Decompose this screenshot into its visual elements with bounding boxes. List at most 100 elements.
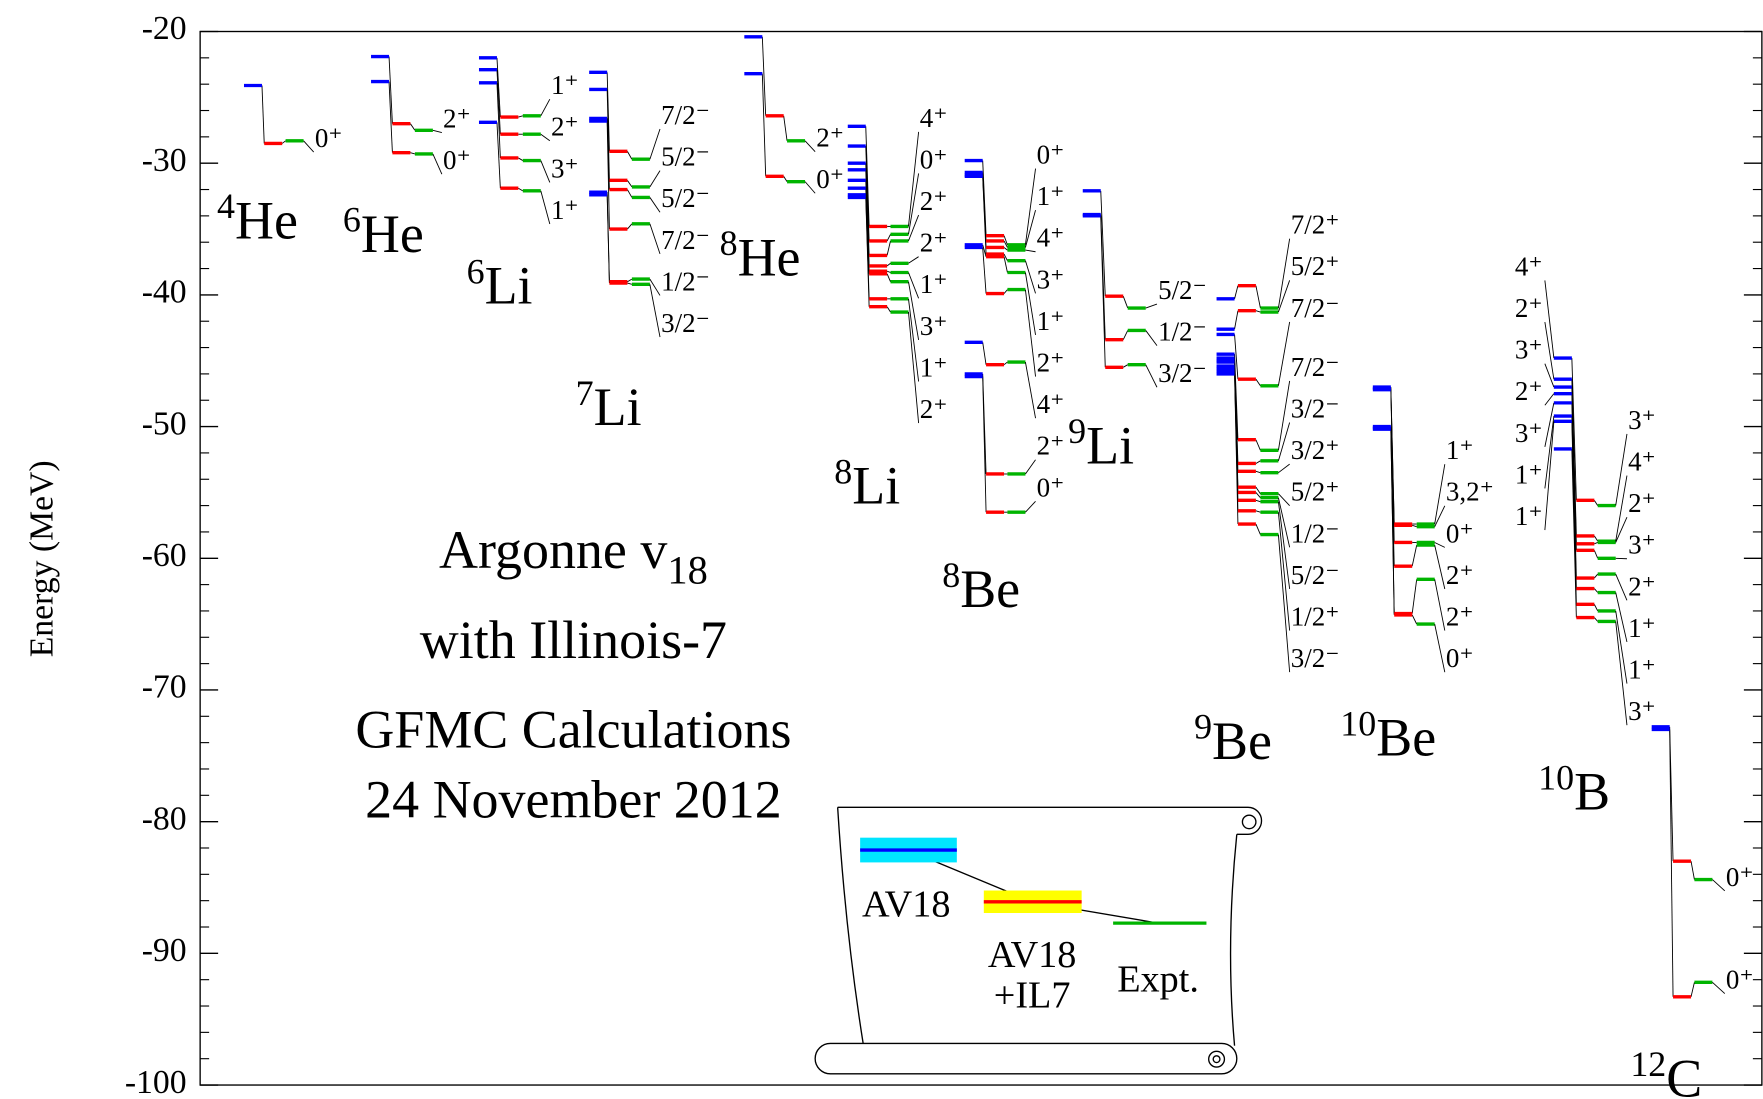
nucleus-symbol: He [738,227,801,287]
spin-label: 7/2⁻ [661,100,710,130]
spin-label: 2⁺ [1446,602,1474,632]
level-connector [1412,524,1417,528]
spin-label: 4⁺ [920,103,948,133]
spin-label: 2⁺ [1446,560,1474,590]
spin-leader [1277,497,1291,548]
spin-label: 1⁺ [1628,613,1656,643]
level-connector [410,123,416,131]
spin-leader [1145,364,1158,388]
spin-label: 1⁺ [920,352,948,382]
level-connector [1690,861,1695,880]
level-connector [783,115,788,141]
spin-leader [1615,475,1628,542]
level-connector [1100,215,1106,368]
spin-label: 5/2⁺ [1291,251,1340,281]
level-connector [627,151,633,160]
spin-label: 1/2⁻ [1291,518,1340,548]
spin-label: 5/2⁻ [661,183,710,213]
level-connector [1593,550,1599,559]
level-connector [606,194,610,284]
spin-leader [1145,303,1158,309]
spin-leader [649,128,661,160]
spin-label: 2⁺ [1515,376,1543,406]
scroll-curl [1212,1055,1221,1064]
spin-leader [908,311,920,424]
level-connector [1411,545,1418,567]
level-connector [1003,289,1008,294]
spin-label: 2⁺ [1628,571,1656,601]
nucleus-name: 6Li [467,251,533,315]
spin-label: 1⁺ [1515,501,1543,531]
spin-leader [908,214,920,242]
annotation-text: Argonne v [439,520,667,580]
spin-label: 0⁺ [920,144,948,174]
spin-label: 3⁺ [1037,264,1065,294]
level-connector [518,157,524,161]
level-connector [886,273,891,282]
level-connector [1571,358,1577,501]
spin-label: 2⁺ [1037,431,1065,461]
nucleus-symbol: Be [960,559,1020,619]
level-connector [761,36,767,116]
spin-label: 3/2⁻ [1291,393,1340,423]
level-connector [783,176,788,182]
spin-label: 3⁺ [1628,696,1656,726]
spin-label: 0⁺ [816,164,844,194]
level-connector [1669,729,1674,997]
spin-label: 1/2⁻ [1158,317,1207,347]
spin-leader [1024,289,1036,377]
spin-leader [432,129,442,134]
spin-label: 2⁺ [920,228,948,258]
spin-label: 0⁺ [1037,472,1065,502]
spin-leader [1024,361,1036,419]
spin-label: 0⁺ [1726,862,1754,892]
level-connector [388,81,393,153]
spin-label: 5/2⁺ [1291,477,1340,507]
nucleus-name: 8Li [834,451,900,515]
level-connector [1593,604,1599,612]
y-tick-label: -80 [142,800,187,837]
y-tick-label: -50 [142,405,187,442]
level-connector [1255,310,1261,313]
nucleus-name: 12C [1630,1044,1702,1099]
spin-leader [540,160,551,183]
level-connector [1122,330,1129,340]
spin-leader [1434,624,1446,673]
nucleus-name: 4He [217,186,298,250]
spin-leader [1024,168,1036,245]
nucleus-name: 8He [720,223,801,287]
spin-leader [1277,280,1291,313]
nucleus-mass: 12 [1630,1044,1666,1084]
level-connector [1593,500,1599,506]
spin-leader [1615,573,1628,601]
annotation: Argonne v18 [439,520,708,593]
nucleus-symbol: He [361,204,424,264]
y-axis-label: Energy (MeV) [24,460,61,657]
nucleus-mass: 8 [720,223,738,263]
spin-label: 0⁺ [315,123,343,153]
spin-leader [540,98,551,117]
annotation: with Illinois-7 [420,610,727,670]
level-connector [261,85,265,144]
spin-label: 0⁺ [1446,518,1474,548]
annotation-subscript: 18 [667,548,707,593]
spin-leader [540,133,551,142]
level-connector [1390,389,1395,543]
nucleus-symbol: B [1574,762,1610,822]
spin-leader [1434,579,1446,631]
spin-label: 2⁺ [551,112,579,142]
spin-leader [1544,280,1555,359]
spin-label: 3⁺ [551,153,579,183]
level-connector [1003,247,1008,251]
spin-leader [1145,330,1158,346]
level-connector [1234,285,1239,299]
spin-leader [1712,879,1726,892]
level-connector [865,197,870,307]
level-connector [518,115,523,118]
level-connector [982,176,987,255]
spin-label: 1/2⁻ [661,266,710,296]
y-tick-label: -90 [142,932,187,969]
spin-leader [1615,516,1628,543]
level-connector [1255,510,1261,513]
